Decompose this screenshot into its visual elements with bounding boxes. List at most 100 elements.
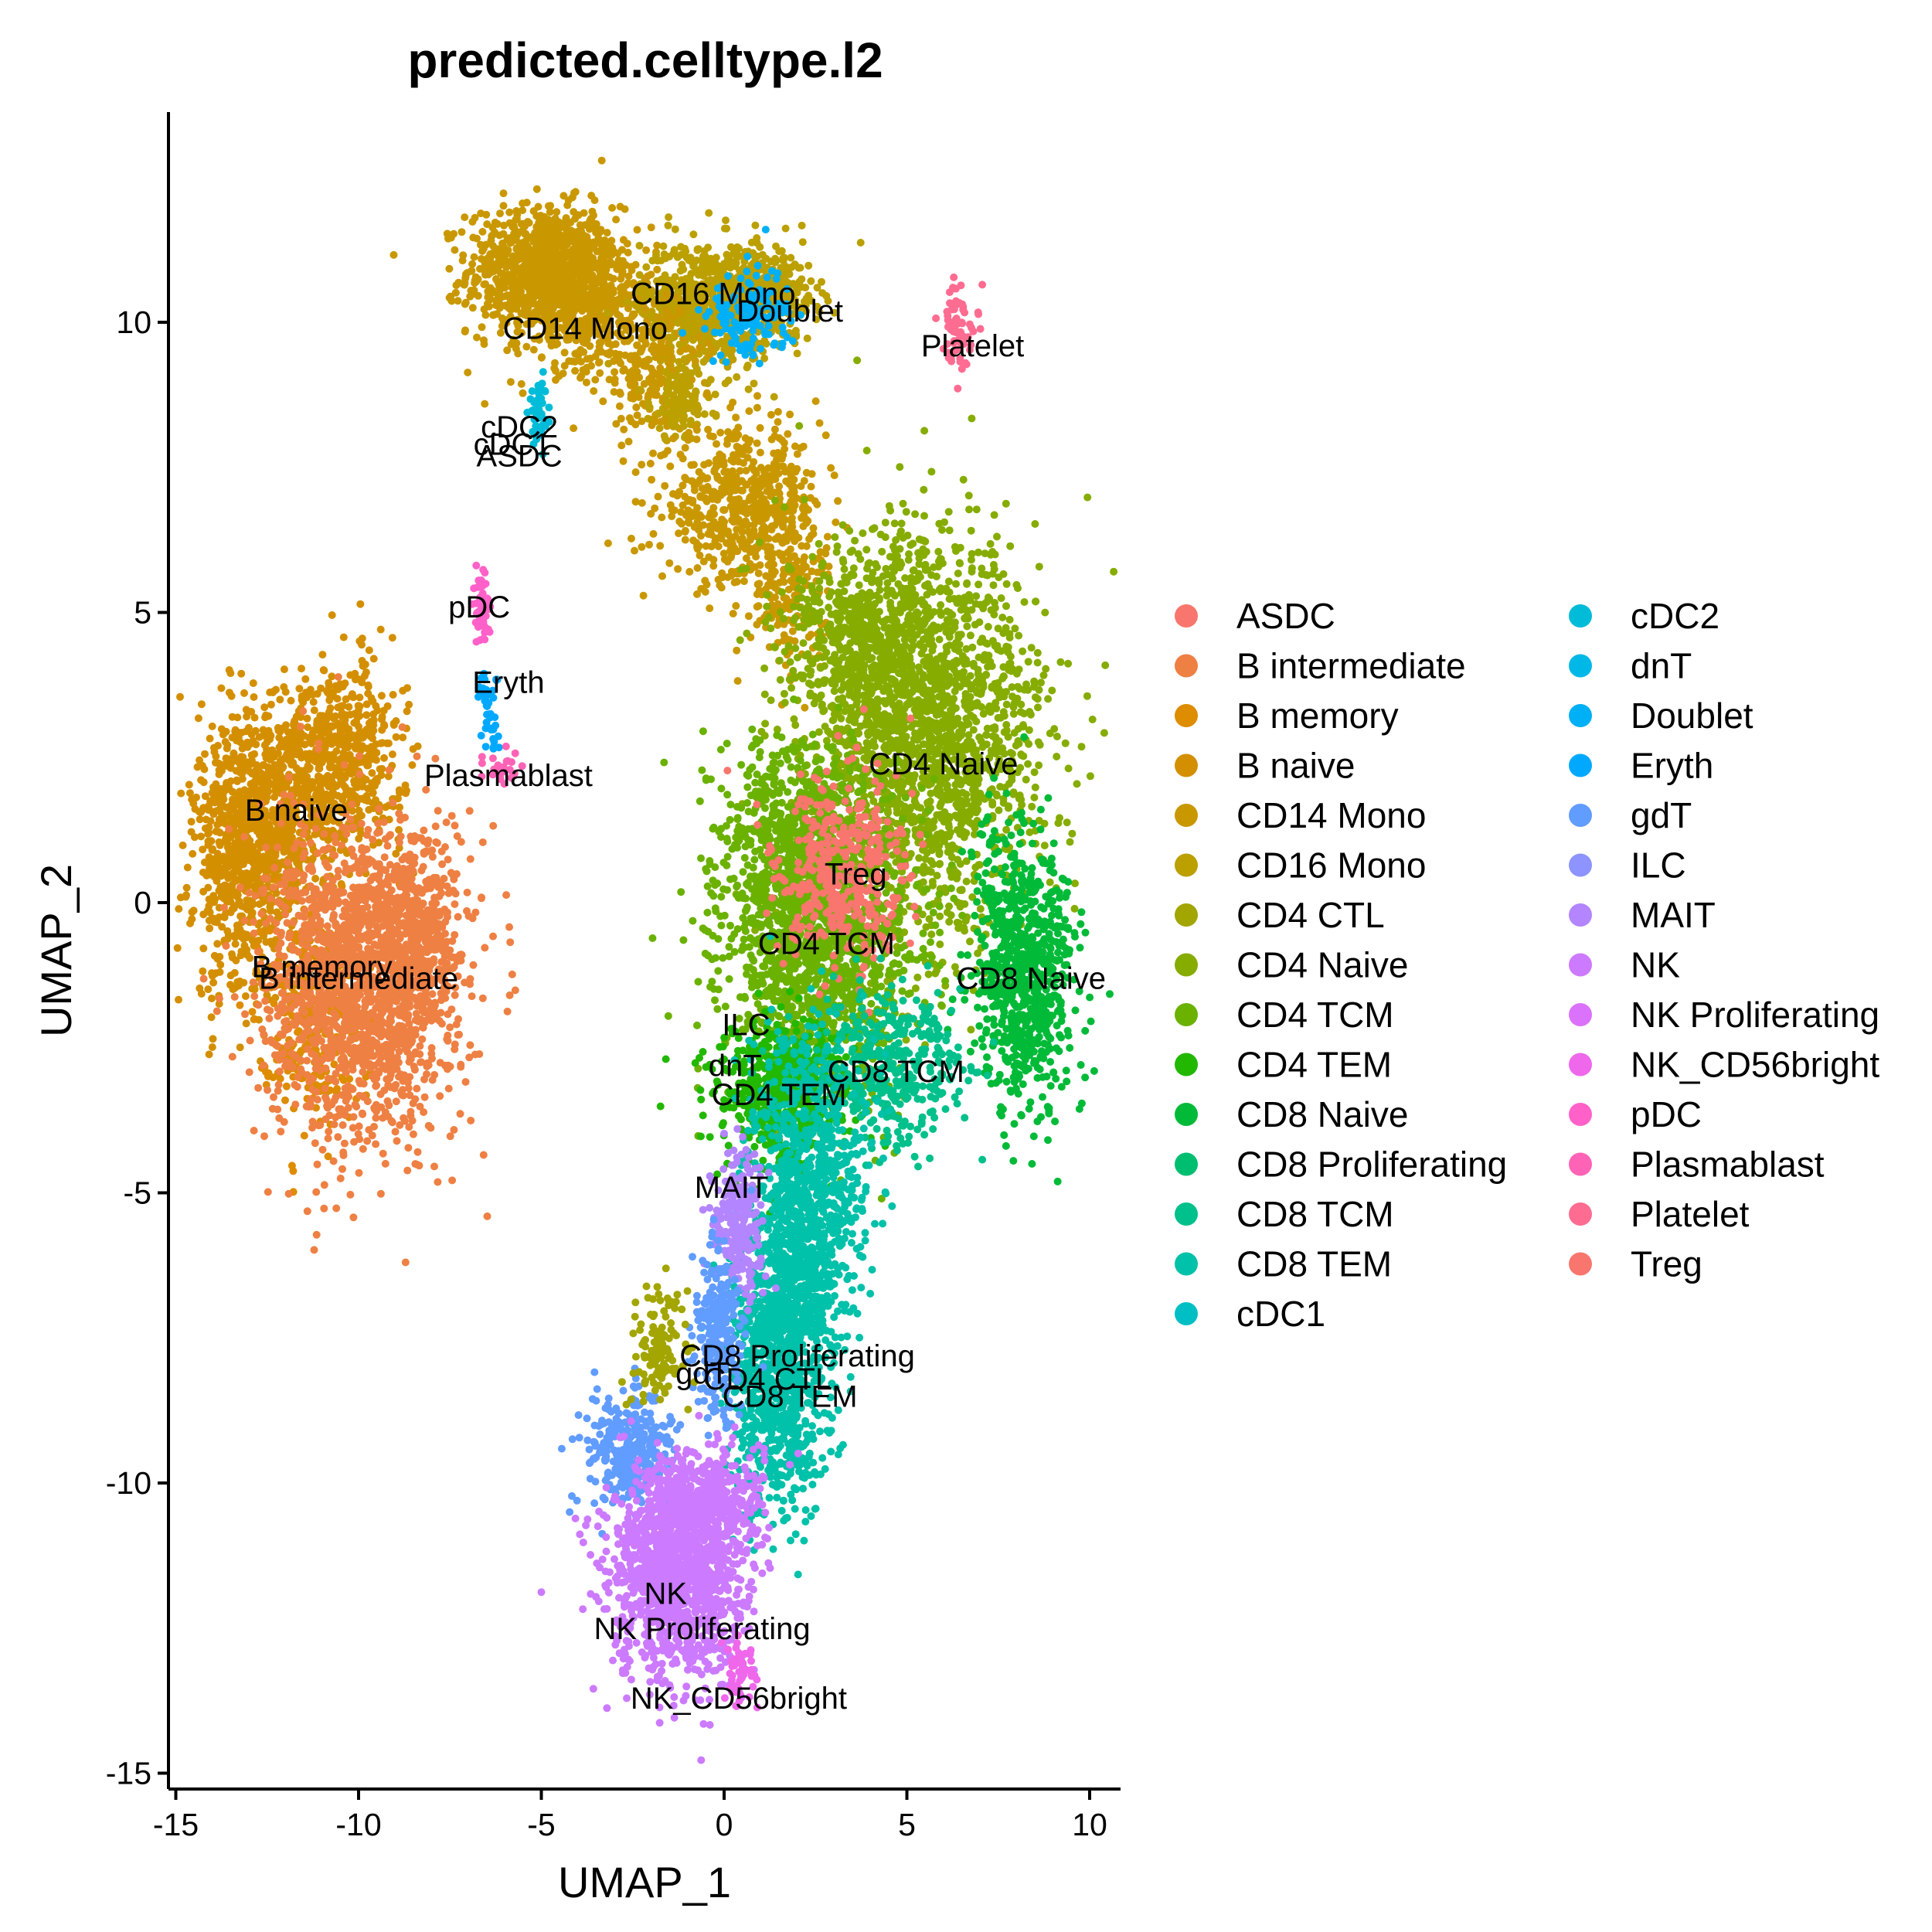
data-point <box>230 753 238 761</box>
data-point <box>352 744 360 752</box>
data-point <box>570 208 577 216</box>
data-point <box>208 1013 216 1021</box>
data-point <box>469 304 477 311</box>
data-point <box>317 685 325 692</box>
data-point <box>174 944 182 952</box>
data-point <box>537 215 545 223</box>
data-point <box>642 247 650 254</box>
data-point <box>452 281 460 289</box>
data-point <box>519 389 527 397</box>
data-point <box>761 525 769 532</box>
data-point <box>213 919 221 927</box>
data-point <box>680 397 688 405</box>
data-point <box>756 580 764 587</box>
data-point <box>546 241 553 249</box>
data-point <box>592 352 600 360</box>
data-point <box>480 336 488 344</box>
data-point <box>682 528 689 536</box>
data-point <box>215 760 223 767</box>
data-point <box>185 781 193 788</box>
data-point <box>537 275 545 283</box>
data-point <box>209 810 217 818</box>
data-point <box>695 333 702 341</box>
data-point <box>209 789 216 797</box>
data-point <box>750 497 757 505</box>
data-point <box>535 203 543 211</box>
data-point <box>242 992 250 1000</box>
data-point <box>258 859 266 867</box>
data-point <box>631 420 639 428</box>
data-point <box>608 204 616 212</box>
data-point <box>696 344 703 352</box>
data-point <box>182 891 190 899</box>
data-point <box>580 232 588 240</box>
data-point <box>742 467 750 474</box>
data-point <box>399 687 406 695</box>
data-point <box>281 665 288 673</box>
data-point <box>585 243 593 251</box>
data-point <box>370 655 378 662</box>
data-point <box>657 379 665 387</box>
data-point <box>681 355 689 363</box>
data-point <box>591 376 599 383</box>
data-point <box>206 859 214 866</box>
data-point <box>452 289 460 297</box>
data-point <box>725 254 733 262</box>
data-point <box>631 547 638 555</box>
data-point <box>332 713 339 720</box>
data-point <box>794 349 801 357</box>
data-point <box>198 990 206 998</box>
data-point <box>214 955 222 963</box>
data-point <box>742 517 750 525</box>
data-point <box>655 493 662 501</box>
data-point <box>571 215 579 223</box>
data-point <box>225 931 233 939</box>
data-point <box>665 222 672 230</box>
data-point <box>726 434 733 442</box>
data-point <box>660 417 668 424</box>
data-point <box>492 301 500 309</box>
data-point <box>757 424 764 432</box>
data-point <box>482 241 490 249</box>
data-point <box>689 230 697 238</box>
data-point <box>788 523 796 531</box>
data-point <box>705 459 713 467</box>
data-point <box>560 302 567 310</box>
data-point <box>568 281 576 289</box>
data-point <box>744 454 752 461</box>
data-point <box>679 261 686 269</box>
data-point <box>650 530 658 538</box>
data-point <box>478 228 486 236</box>
data-point <box>461 301 469 308</box>
data-point <box>320 666 328 674</box>
data-point <box>692 388 700 396</box>
data-point <box>368 779 376 787</box>
data-point <box>252 740 260 748</box>
data-point <box>677 451 685 458</box>
data-point <box>223 745 231 753</box>
data-point <box>694 247 702 254</box>
data-point <box>682 536 689 544</box>
data-point <box>208 969 216 977</box>
data-point <box>509 256 516 264</box>
data-point <box>390 719 398 727</box>
data-point <box>512 296 519 304</box>
data-point <box>496 261 504 269</box>
data-point <box>320 720 328 728</box>
data-point <box>604 539 612 547</box>
data-point <box>617 441 625 449</box>
data-point <box>601 238 609 246</box>
data-point <box>598 157 606 165</box>
data-point <box>807 631 815 638</box>
data-point <box>364 755 372 763</box>
data-point <box>681 474 689 481</box>
data-point <box>261 713 269 721</box>
data-point <box>655 372 663 380</box>
data-point <box>210 744 218 752</box>
data-point <box>788 514 796 522</box>
data-point <box>461 213 468 221</box>
data-point <box>645 400 652 407</box>
data-point <box>340 634 348 641</box>
data-point <box>368 694 376 702</box>
